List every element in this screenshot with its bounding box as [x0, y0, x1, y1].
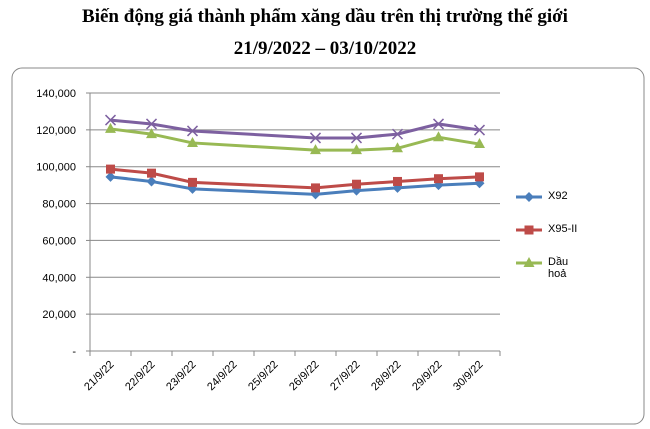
x-tick-label: 29/9/22 — [410, 359, 444, 393]
x-tick-label: 21/9/22 — [82, 359, 116, 393]
series-line — [110, 167, 480, 190]
point — [187, 136, 198, 147]
y-tick-label: 20,000 — [42, 309, 76, 321]
point — [393, 176, 402, 186]
legend-item: X92 — [514, 190, 586, 204]
chart-frame — [11, 67, 645, 425]
point — [310, 144, 321, 155]
x-tick-label: 30/9/22 — [451, 359, 485, 393]
point — [105, 122, 116, 133]
point — [432, 118, 445, 130]
chart-title: Biến động giá thành phẩm xăng dầu trên t… — [82, 6, 568, 27]
point — [309, 132, 322, 144]
legend-marker — [524, 192, 534, 202]
series-line — [110, 175, 480, 196]
y-tick-label: 120,000 — [36, 125, 76, 137]
legend-swatch — [516, 257, 542, 267]
point — [311, 183, 320, 193]
point — [104, 114, 117, 126]
series-line — [110, 118, 480, 140]
legend-label: X95-II — [548, 223, 578, 235]
y-tick-label: 80,000 — [42, 199, 76, 211]
series-line — [110, 127, 480, 152]
point — [434, 174, 443, 184]
legend-swatch — [516, 225, 542, 235]
point — [147, 168, 156, 178]
y-tick-label: - — [72, 346, 76, 358]
point — [146, 176, 157, 187]
y-tick-label: 60,000 — [42, 235, 76, 247]
legend-label: X92 — [548, 190, 568, 202]
point — [474, 138, 485, 149]
x-tick-label: 22/9/22 — [123, 359, 157, 393]
point — [433, 131, 444, 142]
legend-marker — [523, 257, 535, 267]
chart-subtitle: 21/9/2022 – 03/10/2022 — [233, 38, 417, 59]
legend-marker — [524, 225, 534, 235]
y-tick-label: 40,000 — [42, 272, 76, 284]
point — [105, 171, 116, 182]
point — [188, 177, 197, 187]
y-tick-label: 140,000 — [36, 88, 76, 100]
point — [475, 172, 484, 182]
point — [350, 132, 363, 144]
point — [351, 144, 362, 155]
point — [392, 142, 403, 153]
x-tick-label: 23/9/22 — [164, 359, 198, 393]
point — [352, 179, 361, 189]
point — [186, 125, 199, 137]
legend-label: Dầu hoả — [548, 256, 569, 280]
x-tick-label: 25/9/22 — [246, 359, 280, 393]
y-tick-label: 100,000 — [36, 162, 76, 174]
legend-item: Dầu hoả — [514, 256, 586, 280]
point — [391, 128, 404, 140]
point — [145, 118, 158, 130]
x-tick-label: 24/9/22 — [205, 359, 239, 393]
point — [106, 164, 115, 174]
point — [146, 128, 157, 139]
legend-item: X95-II — [514, 223, 586, 237]
x-tick-label: 26/9/22 — [287, 359, 321, 393]
legend-swatch — [516, 192, 542, 202]
point — [473, 124, 486, 136]
x-tick-label: 28/9/22 — [369, 359, 403, 393]
x-tick-label: 27/9/22 — [328, 359, 362, 393]
